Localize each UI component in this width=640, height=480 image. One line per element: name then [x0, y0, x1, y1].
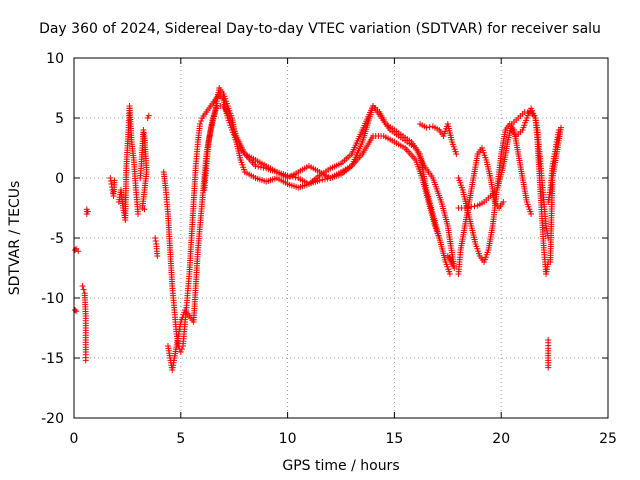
sdtvar-trace-b [72, 307, 80, 315]
data-point [152, 235, 159, 241]
data-point [292, 174, 299, 181]
data-point [500, 199, 507, 205]
data-point [84, 208, 91, 215]
data-point [287, 173, 294, 180]
data-point [465, 204, 472, 211]
sdtvar-trace-h [152, 235, 161, 259]
data-point [528, 211, 535, 217]
data-point [324, 175, 331, 182]
sdtvar-trace-e [107, 175, 118, 199]
data-point [75, 248, 82, 255]
sdtvar-trace-a [72, 245, 82, 255]
data-point [140, 130, 147, 136]
data-point [260, 164, 267, 171]
sdtvar-trace-r [545, 337, 552, 371]
data-point [289, 173, 296, 180]
data-point [79, 283, 86, 289]
y-tick-label: 10 [46, 51, 64, 67]
y-tick-label: -10 [41, 291, 64, 307]
data-point [255, 163, 262, 170]
data-point [109, 190, 116, 196]
data-point [446, 271, 453, 277]
y-tick-label: 0 [55, 171, 64, 187]
y-axis-label: SDTVAR / TECUs [7, 181, 23, 296]
data-point [198, 118, 205, 124]
data-point [321, 176, 328, 183]
data-point [319, 176, 326, 183]
data-point [197, 121, 204, 127]
x-tick-label: 5 [176, 431, 185, 447]
data-point [471, 203, 478, 210]
data-point [468, 203, 475, 210]
data-point [436, 235, 443, 241]
data-point [107, 175, 114, 181]
sdtvar-trace-g [137, 112, 152, 213]
data-point [252, 163, 259, 169]
data-point [545, 364, 552, 371]
grid-lines [74, 58, 608, 418]
data-point [141, 206, 148, 213]
sdtvar-trace-q [545, 124, 565, 265]
data-point [154, 253, 161, 259]
y-tick-label: -5 [50, 231, 64, 247]
data-point [257, 164, 264, 171]
x-axis-label: GPS time / hours [282, 458, 399, 474]
data-point [178, 346, 185, 352]
x-tick-label: 0 [70, 431, 79, 447]
data-point [453, 151, 460, 157]
sdtvar-trace-m [455, 145, 507, 277]
data-point [423, 124, 430, 131]
sdtvar-trace-f [115, 103, 142, 223]
data-point [177, 349, 184, 355]
data-point [152, 238, 159, 244]
x-tick-label: 15 [385, 431, 403, 447]
data-point [426, 124, 433, 130]
data-point [107, 178, 114, 184]
x-tick-label: 10 [279, 431, 297, 447]
data-point [449, 259, 456, 265]
data-point [461, 205, 468, 211]
data-point [145, 112, 152, 119]
x-tick-label: 20 [492, 431, 510, 447]
y-tick-label: -20 [41, 411, 64, 427]
data-point [72, 307, 79, 313]
sdtvar-trace-p [508, 105, 552, 241]
data-point [547, 259, 554, 265]
data-point [108, 181, 115, 187]
x-tick-label: 25 [599, 431, 617, 447]
data-point [284, 172, 291, 179]
sdtvar-trace-d [83, 206, 91, 217]
sdtvar-trace-j [164, 85, 443, 373]
data-point [111, 177, 118, 184]
data-point [82, 357, 89, 364]
data-points [72, 85, 565, 373]
y-tick-label: 5 [55, 111, 64, 127]
data-point [72, 247, 79, 253]
data-point [135, 211, 142, 217]
sdtvar-trace-c [79, 283, 89, 364]
sdtvar-trace-i [160, 91, 453, 355]
data-point [140, 127, 147, 133]
sdtvar-trace-k [201, 103, 458, 271]
sdtvar-trace-l [417, 121, 460, 157]
axis-ticks: 0 5 10 15 20 25 -20 -15 -10 -5 0 5 10 [41, 51, 617, 447]
y-tick-label: -15 [41, 351, 64, 367]
chart-title: Day 360 of 2024, Sidereal Day-to-day VTE… [39, 21, 601, 37]
data-point [80, 286, 87, 293]
